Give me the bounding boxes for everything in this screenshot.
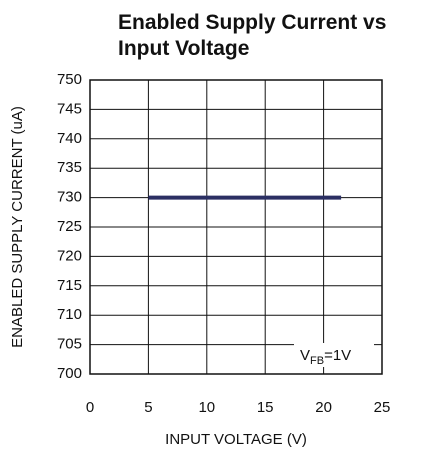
- y-tick-label: 745: [57, 100, 82, 117]
- annotation-text: V: [300, 347, 310, 364]
- x-axis-label: INPUT VOLTAGE (V): [165, 431, 307, 448]
- x-tick-label: 25: [374, 399, 391, 416]
- y-tick-label: 710: [57, 306, 82, 323]
- x-tick-label: 0: [86, 399, 94, 416]
- annotation: VFB=1V: [300, 347, 351, 367]
- annotation-background: [294, 343, 374, 367]
- x-tick-label: 10: [198, 399, 215, 416]
- y-tick-label: 735: [57, 159, 82, 176]
- x-tick-label: 15: [257, 399, 274, 416]
- y-tick-label: 730: [57, 189, 82, 206]
- chart-title: Input Voltage: [118, 37, 249, 60]
- plot-border: [89, 79, 383, 375]
- y-tick-label: 705: [57, 336, 82, 353]
- annotation-suffix: =1V: [324, 347, 351, 364]
- y-tick-label: 750: [57, 71, 82, 88]
- y-axis-label: ENABLED SUPPLY CURRENT (uA): [9, 106, 26, 348]
- y-tick-label: 740: [57, 130, 82, 147]
- y-tick-label: 715: [57, 277, 82, 294]
- annotation-subscript: FB: [310, 355, 324, 367]
- y-tick-label: 725: [57, 218, 82, 235]
- y-tick-label: 720: [57, 247, 82, 264]
- y-tick-label: 700: [57, 365, 82, 382]
- x-tick-label: 5: [144, 399, 152, 416]
- chart-title: Enabled Supply Current vs: [118, 11, 386, 34]
- x-tick-label: 20: [315, 399, 332, 416]
